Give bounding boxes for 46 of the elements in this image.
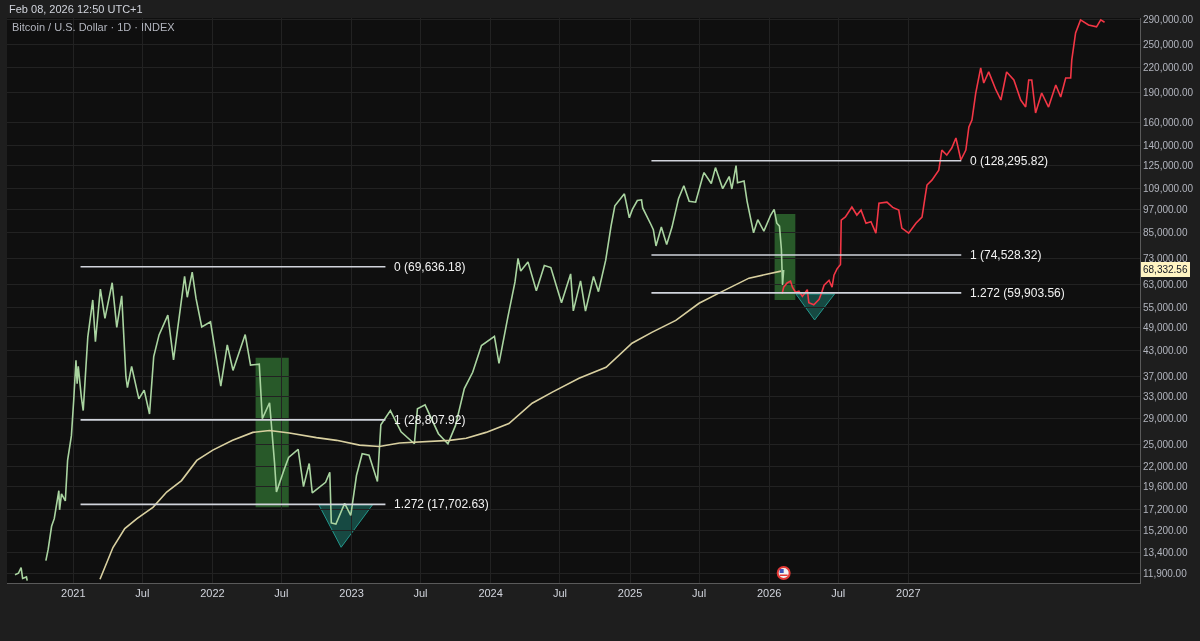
x-tick-label: Jul [692,587,707,600]
y-tick-label: 140,000.00 [1143,140,1194,152]
y-tick-label: 11,900.00 [1143,567,1188,579]
y-tick-label: 33,000.00 [1143,390,1188,402]
y-tick-label: 250,000.00 [1143,39,1194,51]
x-tick-label: 2021 [61,587,86,600]
y-tick-label: 22,000.00 [1143,461,1188,473]
x-tick-label: 2025 [617,587,643,600]
x-tick-label: Jul [831,587,846,600]
series-label: 0 (69,636.18) [394,260,466,274]
x-tick-label: 2026 [756,587,782,600]
y-tick-label: 190,000.00 [1143,87,1194,99]
x-tick-label: Jul [135,587,150,600]
y-tick-label: 17,200.00 [1143,503,1188,515]
y-tick-label: 43,000.00 [1143,344,1188,356]
y-tick-label: 125,000.00 [1143,159,1194,171]
x-tick-label: 2023 [339,587,364,600]
y-tick-label: 55,000.00 [1143,302,1188,314]
series-label: 1.272 (17,702.63) [394,497,489,511]
y-tick-label: 13,400.00 [1143,547,1188,559]
y-tick-label: 160,000.00 [1143,116,1194,128]
x-tick-label: Jul [274,587,289,600]
y-tick-label: 25,000.00 [1143,438,1188,450]
x-tick-label: 2027 [896,587,921,600]
x-tick-label: Jul [552,587,567,600]
y-tick-label: 109,000.00 [1143,183,1194,195]
x-tick-label: Jul [413,587,428,600]
series-label: 1 (74,528.32) [970,248,1042,262]
x-tick-label: 2024 [478,587,503,600]
series-label: 1.272 (59,903.56) [970,286,1065,300]
y-tick-label: 19,600.00 [1143,481,1188,493]
x-tick-label: 2022 [200,587,225,600]
y-tick-label: 85,000.00 [1143,226,1188,238]
series-label: 0 (128,295.82) [970,154,1049,168]
y-tick-label: 290,000.00 [1143,13,1194,25]
y-tick-label: 15,200.00 [1143,525,1188,537]
y-tick-label: 97,000.00 [1143,203,1188,215]
y-tick-label: 63,000.00 [1143,278,1188,290]
chart-title: Bitcoin / U.S. Dollar · 1D · INDEX [12,20,176,33]
text: 68,332.56 [1143,264,1188,275]
chart-subtitle: Feb 08, 2026 12:50 UTC+1 [9,3,143,15]
y-tick-label: 73,000.00 [1143,253,1188,265]
y-tick-label: 220,000.00 [1143,61,1194,73]
y-tick-label: 49,000.00 [1143,322,1188,334]
y-tick-label: 29,000.00 [1143,413,1188,425]
y-tick-label: 37,000.00 [1143,370,1188,382]
